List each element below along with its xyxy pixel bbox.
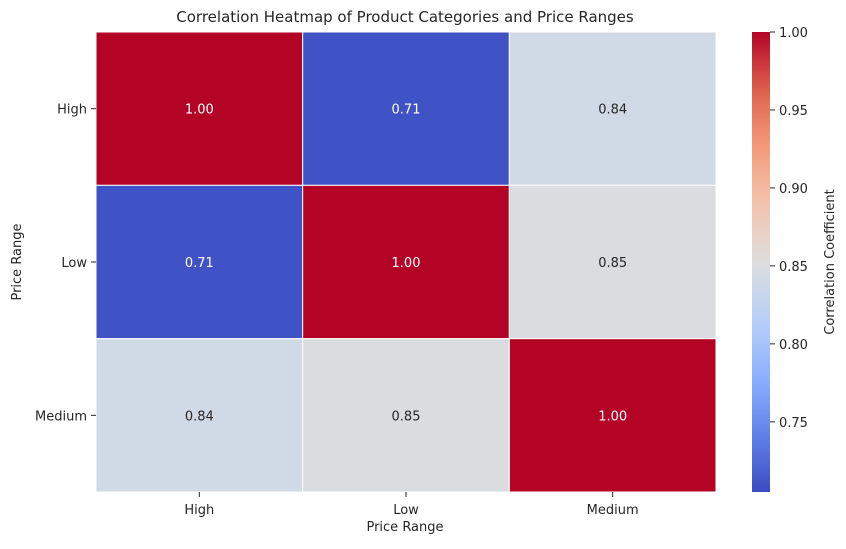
colorbar-tick-label: 1.00: [779, 26, 808, 41]
cell-value-label: 0.84: [598, 103, 627, 118]
heatmap-cell-medium-low: [302, 338, 510, 493]
heatmap-cell-medium-high: [95, 338, 304, 493]
y-axis-ticks: High Low Medium: [35, 103, 96, 424]
colorbar-tick-label: 0.75: [779, 416, 808, 431]
colorbar-tick-label: 0.95: [779, 104, 808, 119]
x-axis-ticks: High Low Medium: [184, 492, 639, 518]
heatmap-cell-labels: 1.00 0.71 0.84 0.71 1.00 0.85 0.84 0.85 1.00: [185, 103, 627, 425]
y-tick-label: Low: [61, 256, 87, 271]
cell-value-label: 1.00: [392, 256, 421, 271]
heatmap-cell-high-medium: [508, 31, 717, 186]
cell-value-label: 0.71: [392, 103, 421, 118]
heatmap-cell-high-low: [302, 31, 510, 186]
heatmap-cell-low-medium: [508, 184, 717, 340]
colorbar-ticks: 0.75 0.80 0.85 0.90 0.95 1.00: [770, 26, 808, 431]
cell-value-label: 0.85: [392, 409, 421, 424]
x-tick-label: Low: [393, 503, 419, 518]
y-tick-label: High: [57, 103, 87, 118]
colorbar-tick-label: 0.85: [779, 260, 808, 275]
y-tick-label: Medium: [35, 409, 87, 424]
y-axis-label: Price Range: [10, 223, 25, 300]
heatmap-cell-high-high: [95, 31, 304, 186]
colorbar-tick-label: 0.90: [779, 182, 808, 197]
x-tick-label: Medium: [587, 503, 639, 518]
heatmap-cells: [95, 31, 717, 493]
heatmap-cell-low-low: [302, 184, 510, 340]
colorbar-label: Correlation Coefficient: [823, 189, 838, 335]
cell-value-label: 1.00: [185, 103, 214, 118]
chart-title: Correlation Heatmap of Product Categorie…: [176, 8, 634, 26]
heatmap-cell-low-high: [95, 184, 304, 340]
cell-value-label: 0.85: [598, 256, 627, 271]
cell-value-label: 1.00: [598, 409, 627, 424]
x-tick-label: High: [184, 503, 214, 518]
cell-value-label: 0.84: [185, 409, 214, 424]
x-axis-label: Price Range: [366, 520, 443, 535]
colorbar-tick-label: 0.80: [779, 338, 808, 353]
colorbar: [752, 32, 770, 492]
cell-value-label: 0.71: [185, 256, 214, 271]
